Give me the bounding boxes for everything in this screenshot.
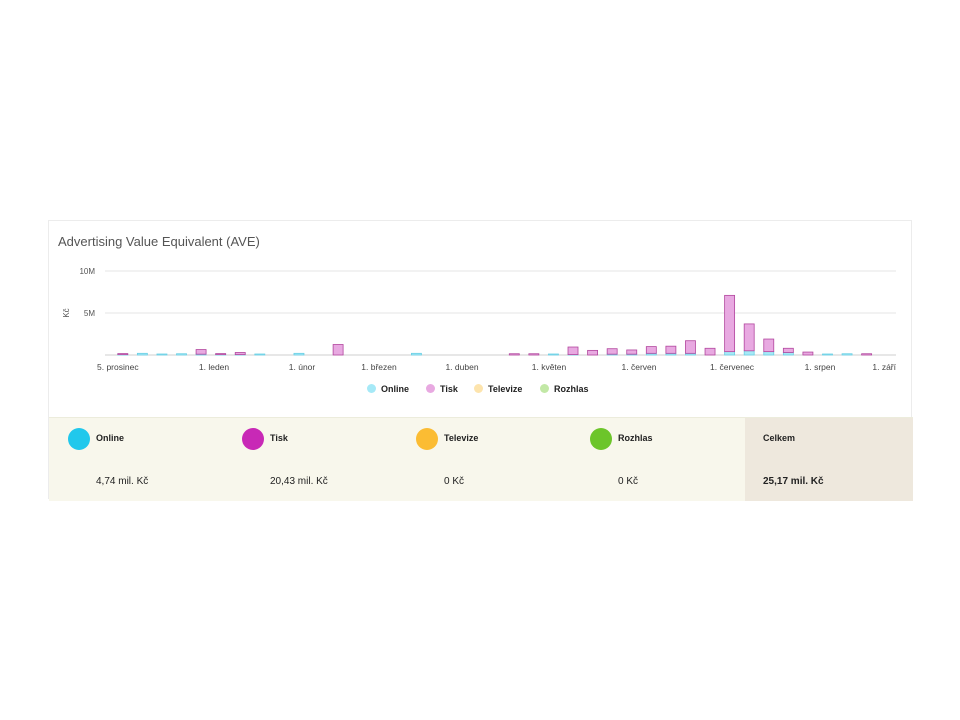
legend-online-dot [367, 384, 376, 393]
x-tick-label: 5. prosinec [97, 362, 139, 372]
legend-rozhlas-label: Rozhlas [554, 384, 589, 394]
x-tick-label: 1. září [872, 362, 896, 372]
bar-tisk [861, 353, 873, 356]
y-tick-label: 10M [79, 267, 95, 276]
legend-online-label: Online [381, 384, 410, 394]
legend-item-televize[interactable]: Televize [474, 384, 522, 394]
bar-tisk [724, 294, 736, 353]
bar-online [548, 353, 559, 356]
summary-total-label: Celkem [763, 433, 796, 443]
bar-online [411, 352, 422, 356]
bar-tisk [743, 323, 755, 352]
ave-card: Advertising Value Equivalent (AVE) 5M 10M… [48, 220, 913, 501]
summary-televize: Televize 0 Kč [397, 418, 571, 501]
x-tick-label: 1. červenec [710, 362, 755, 372]
bar-tisk [704, 347, 716, 356]
summary-rozhlas-value: 0 Kč [618, 476, 639, 487]
bar-tisk [117, 353, 129, 355]
online-dot [68, 428, 90, 450]
bar-online [176, 353, 187, 356]
summary-tisk-value: 20,43 mil. Kč [270, 476, 328, 487]
summary-total-value: 25,17 mil. Kč [763, 476, 824, 487]
x-tick-label: 1. duben [445, 362, 478, 372]
bar-online [293, 352, 305, 356]
y-tick-label: 5M [84, 309, 95, 318]
bar-online [254, 353, 266, 356]
x-tick-label: 1. březen [361, 362, 397, 372]
x-tick-label: 1. srpen [805, 362, 836, 372]
bar-tisk [665, 345, 677, 354]
bar-tisk [626, 349, 638, 355]
legend-rozhlas-dot [540, 384, 549, 393]
summary-televize-value: 0 Kč [444, 476, 465, 487]
bar-tisk [567, 346, 579, 355]
summary-online-value: 4,74 mil. Kč [96, 476, 149, 487]
bar-tisk [802, 351, 814, 356]
bar-tisk [528, 353, 540, 356]
summary-online-label: Online [96, 433, 125, 443]
bar-tisk [215, 353, 227, 355]
bar-tisk [508, 353, 520, 356]
summary-rozhlas-label: Rozhlas [618, 433, 653, 443]
summary-tisk: Tisk 20,43 mil. Kč [223, 418, 397, 501]
bar-online [743, 350, 755, 356]
legend-tisk-label: Tisk [440, 384, 458, 394]
bar-tisk [645, 346, 657, 354]
x-tick-label: 1. leden [199, 362, 230, 372]
bar-online [136, 352, 148, 356]
legend-item-online[interactable]: Online [367, 384, 409, 394]
summary-online: Online 4,74 mil. Kč [49, 418, 223, 501]
legend-tisk-dot [426, 384, 435, 393]
televize-dot [416, 428, 438, 450]
x-tick-label: 1. květen [532, 362, 567, 372]
rozhlas-dot [590, 428, 612, 450]
bar-online [156, 353, 168, 356]
bar-tisk [195, 349, 207, 355]
bar-online [763, 351, 775, 356]
bar-online [822, 353, 833, 356]
bar-tisk [763, 338, 775, 353]
bar-online [841, 353, 853, 356]
bar-tisk [332, 344, 344, 356]
bar-tisk [587, 349, 598, 356]
bar-tisk [782, 347, 794, 353]
legend-televize-dot [474, 384, 483, 393]
legend-item-tisk[interactable]: Tisk [426, 384, 458, 394]
legend-televize-label: Televize [488, 384, 523, 394]
chart-title: Advertising Value Equivalent (AVE) [58, 234, 260, 249]
bar-online [724, 351, 736, 356]
legend-item-rozhlas[interactable]: Rozhlas [540, 384, 589, 394]
bar-tisk [234, 352, 246, 355]
bar-tisk [685, 340, 696, 354]
x-tick-label: 1. únor [289, 362, 316, 372]
x-tick-label: 1. červen [622, 362, 657, 372]
summary-bar: Online 4,74 mil. Kč Tisk 20,43 mil. Kč T… [49, 417, 913, 501]
summary-televize-label: Televize [444, 433, 479, 443]
summary-total: Celkem 25,17 mil. Kč [745, 418, 913, 501]
y-axis-label: Kč [62, 308, 71, 317]
ave-bar-chart: 5M 10M Kč 5. prosinec 1. leden 1. únor 1. břez… [62, 267, 897, 372]
bar-tisk [606, 348, 618, 355]
summary-tisk-label: Tisk [270, 433, 288, 443]
summary-rozhlas: Rozhlas 0 Kč [571, 418, 745, 501]
tisk-dot [242, 428, 264, 450]
